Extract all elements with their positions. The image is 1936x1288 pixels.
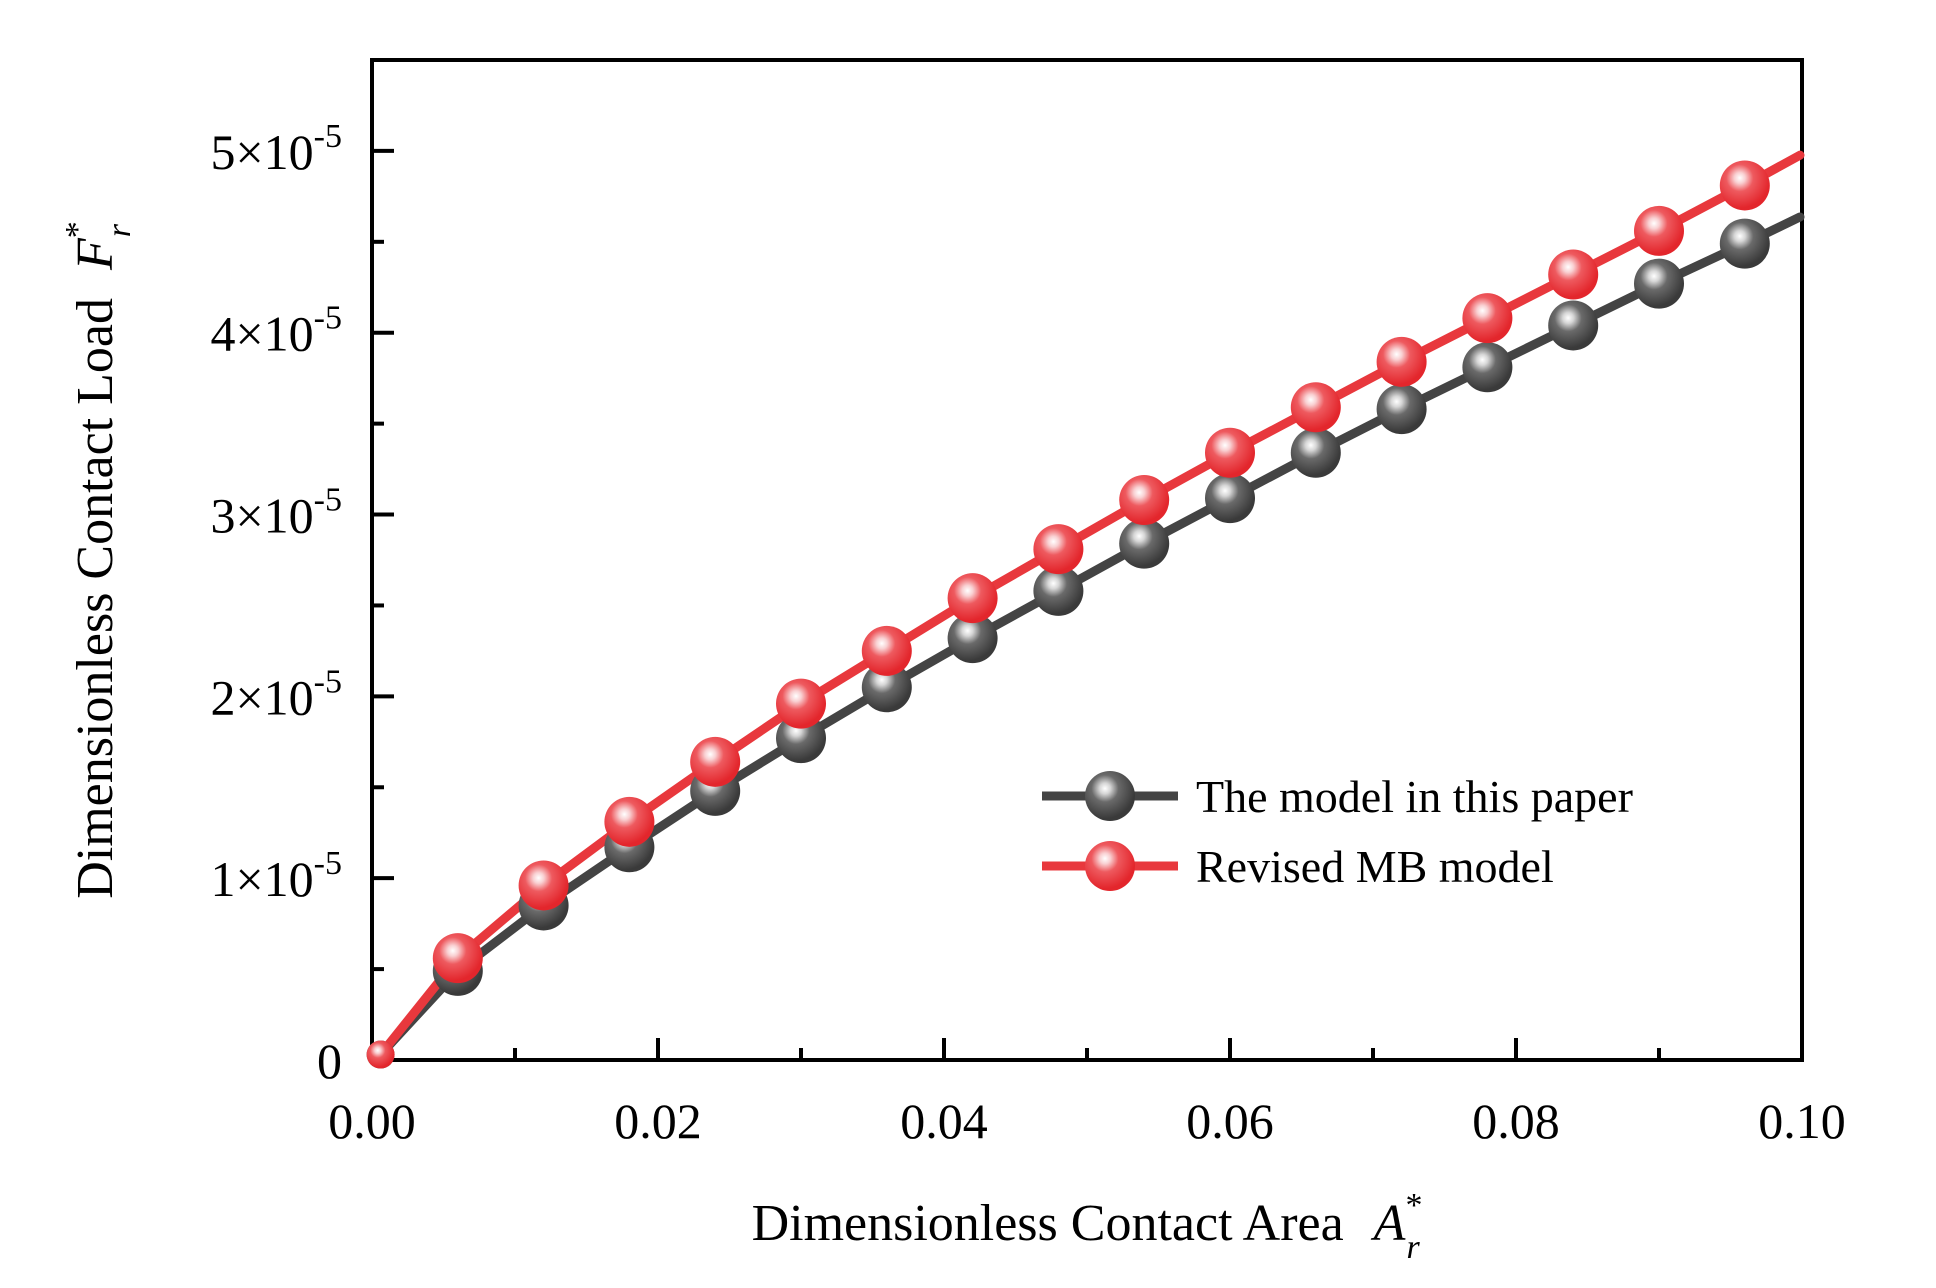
y-axis-title-sup: * xyxy=(59,221,96,238)
legend-marker-model-in-this-paper xyxy=(1085,771,1135,821)
series-1-point xyxy=(1548,249,1599,300)
series-1-point xyxy=(1634,205,1684,256)
series-1-point xyxy=(861,625,912,676)
x-tick-label: 0.08 xyxy=(1472,1093,1560,1149)
y-axis-title: Dimensionless Contact Load F* r xyxy=(59,221,138,899)
legend-item-revised-mb-model: Revised MB model xyxy=(1042,841,1554,892)
series-1-point xyxy=(1119,475,1170,525)
series-1-point xyxy=(604,796,655,847)
x-axis-title: Dimensionless Contact Area A* r xyxy=(752,1187,1423,1266)
series-1-point xyxy=(776,678,826,729)
series-0-point xyxy=(861,662,912,713)
series-1-point xyxy=(1462,293,1513,344)
y-axis-title-symbol: F xyxy=(67,237,124,271)
series-0-point xyxy=(1634,258,1684,309)
y-tick-label: 4×10-5 xyxy=(210,300,342,362)
x-axis-title-sup: * xyxy=(1405,1187,1422,1224)
x-tick-label: 0.02 xyxy=(614,1093,702,1149)
series-0-point xyxy=(1290,427,1341,478)
series-layer xyxy=(366,150,1805,1069)
y-tick-label: 3×10-5 xyxy=(210,482,342,544)
legend-label-model-in-this-paper: The model in this paper xyxy=(1196,771,1633,822)
y-tick-label: 0 xyxy=(317,1033,342,1089)
y-tick-label: 5×10-5 xyxy=(210,118,342,180)
series-1-point xyxy=(432,933,483,984)
series-1-point xyxy=(1719,160,1770,211)
series-1-point xyxy=(518,860,569,911)
series-1-point xyxy=(1205,427,1255,478)
series-0-point xyxy=(1719,218,1770,269)
y-axis-title-sub: r xyxy=(101,223,138,237)
series-1-point xyxy=(1033,524,1084,575)
series-0-point xyxy=(1548,300,1599,351)
x-axis-ticks: 0.00 0.02 0.04 0.06 0.08 0.10 xyxy=(328,1038,1846,1149)
series-0-point xyxy=(1376,384,1427,435)
series-1-point xyxy=(366,1040,395,1069)
y-tick-label: 2×10-5 xyxy=(210,663,342,725)
series-1-point xyxy=(1290,382,1341,433)
series-0-point xyxy=(776,713,826,764)
y-axis-title-text: Dimensionless Contact Load xyxy=(67,298,124,899)
x-tick-label: 0.06 xyxy=(1186,1093,1274,1149)
x-axis-title-text: Dimensionless Contact Area xyxy=(752,1195,1344,1252)
x-tick-label: 0.10 xyxy=(1758,1093,1846,1149)
x-tick-label: 0.00 xyxy=(328,1093,416,1149)
series-1-point xyxy=(690,736,741,787)
y-tick-label: 1×10-5 xyxy=(210,845,342,907)
plot-frame xyxy=(370,58,1804,1062)
x-tick-label: 0.04 xyxy=(900,1093,988,1149)
legend-label-revised-mb-model: Revised MB model xyxy=(1196,841,1554,892)
x-axis-title-symbol: A xyxy=(1371,1195,1406,1252)
legend-item-model-in-this-paper: The model in this paper xyxy=(1042,771,1633,822)
x-axis-title-sub: r xyxy=(1406,1229,1420,1266)
y-axis-ticks: 0 1×10-5 2×10-5 3×10-5 4×10-5 5×10-5 xyxy=(210,118,394,1089)
series-0-point xyxy=(1119,518,1170,569)
series-1-point xyxy=(1376,336,1427,387)
series-0-point xyxy=(947,613,998,664)
series-1-point xyxy=(947,573,998,624)
series-0-point xyxy=(1205,473,1255,524)
legend-marker-revised-mb-model xyxy=(1085,841,1135,891)
series-0-point xyxy=(1462,342,1513,393)
series-0-point xyxy=(1033,565,1084,616)
legend: The model in this paper Revised MB model xyxy=(1042,771,1633,892)
